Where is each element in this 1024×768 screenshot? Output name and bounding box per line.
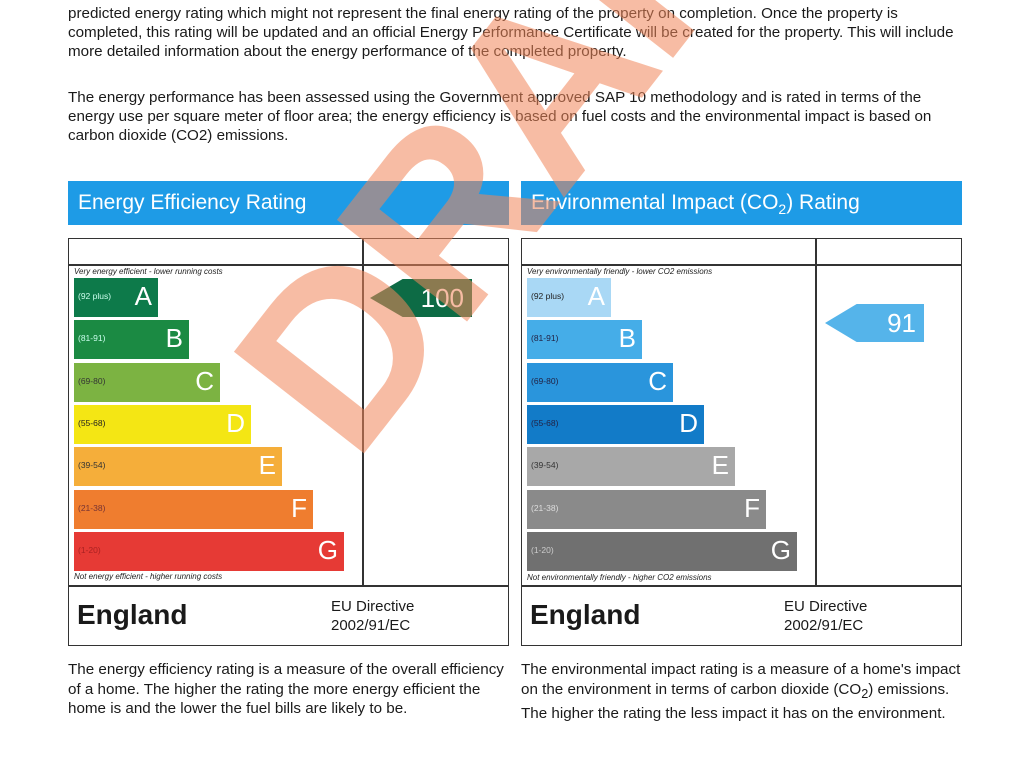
directive-line-1: EU Directive (331, 598, 415, 615)
band-letter: F (744, 492, 760, 523)
environmental-top-caption: Very environmentally friendly - lower CO… (527, 267, 713, 276)
band-range: (39-54) (531, 460, 559, 471)
efficiency-bottom-caption: Not energy efficient - higher running co… (74, 572, 223, 581)
intro-paragraph-1: predicted energy rating which might not … (68, 5, 954, 60)
band-letter: B (165, 323, 183, 354)
band-range: (81-91) (531, 333, 559, 344)
band-letter: F (291, 492, 307, 523)
eu-directive: EU Directive 2002/91/EC (331, 597, 414, 635)
band-f: (21-38) F (527, 489, 766, 529)
divider (68, 264, 509, 266)
description-subscript: 2 (861, 686, 869, 701)
band-letter: G (770, 534, 791, 565)
band-range: (81-91) (78, 333, 106, 344)
band-letter: D (679, 407, 698, 438)
band-g: (1-20) G (74, 531, 344, 571)
band-e: (39-54) E (74, 447, 282, 487)
efficiency-chart (68, 238, 509, 586)
country-label: England (530, 599, 641, 630)
description-text: ) emissions. The higher the rating the l… (521, 680, 950, 723)
environmental-header: Environmental Impact (CO2) Rating (521, 181, 962, 225)
band-range: (21-38) (78, 502, 106, 513)
band-letter: B (618, 323, 636, 354)
band-e: (39-54) E (527, 447, 735, 487)
band-range: (92 plus) (78, 291, 112, 301)
title-subscript: 2 (778, 201, 787, 218)
efficiency-description: The energy efficiency rating is a measur… (68, 661, 504, 717)
band-range: (55-68) (531, 417, 559, 428)
band-range: (21-38) (531, 502, 559, 513)
band-d: (55-68) D (74, 404, 251, 444)
band-letter: A (587, 281, 605, 311)
environmental-chart (521, 238, 962, 586)
band-letter: C (648, 365, 667, 396)
band-letter: C (195, 365, 214, 396)
band-c: (69-80) C (74, 362, 220, 402)
band-range: (92 plus) (531, 291, 565, 301)
band-letter: D (226, 407, 245, 438)
country-label: England (77, 599, 188, 630)
environmental-bottom-caption: Not environmentally friendly - higher CO… (527, 573, 712, 582)
title-text: ) Rating (786, 191, 860, 214)
band-g: (1-20) G (527, 531, 797, 571)
band-b: (81-91) B (74, 320, 189, 360)
band-f: (21-38) F (74, 489, 313, 529)
efficiency-footer: England EU Directive 2002/91/EC (68, 586, 509, 646)
directive-line-1: EU Directive (784, 598, 868, 615)
band-letter: G (317, 534, 338, 565)
band-range: (69-80) (531, 375, 559, 386)
band-d: (55-68) D (527, 404, 704, 444)
divider (521, 264, 962, 266)
band-range: (1-20) (531, 544, 554, 555)
band-letter: E (258, 450, 276, 481)
band-b: (81-91) B (527, 320, 642, 360)
band-a: (92 plus) A (74, 278, 158, 317)
directive-line-2: 2002/91/EC (784, 617, 864, 634)
band-range: (69-80) (78, 375, 106, 386)
environmental-description: The environmental impact rating is a mea… (521, 660, 961, 724)
band-range: (39-54) (78, 460, 106, 471)
efficiency-top-caption: Very energy efficient - lower running co… (74, 267, 223, 276)
band-range: (55-68) (78, 417, 106, 428)
environmental-footer: England EU Directive 2002/91/EC (521, 586, 962, 646)
band-letter: A (134, 281, 152, 311)
divider (362, 238, 364, 586)
band-a: (92 plus) A (527, 278, 611, 317)
band-letter: E (711, 450, 729, 481)
title-text: Environmental Impact (CO (531, 191, 779, 214)
intro-paragraph-2: The energy performance has been assessed… (68, 89, 932, 144)
divider (815, 238, 817, 586)
eu-directive: EU Directive 2002/91/EC (784, 597, 867, 635)
efficiency-header: Energy Efficiency Rating (68, 181, 509, 225)
directive-line-2: 2002/91/EC (331, 617, 411, 634)
band-range: (1-20) (78, 544, 101, 555)
description-text: The environmental impact rating is a mea… (521, 661, 961, 698)
band-c: (69-80) C (527, 362, 673, 402)
